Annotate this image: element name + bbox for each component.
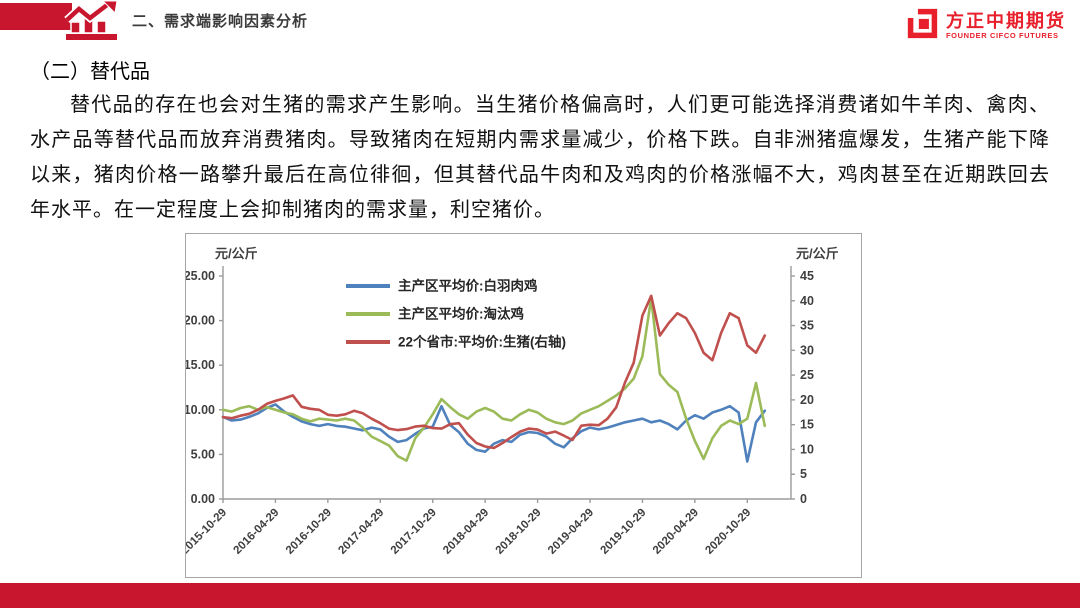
logo-text-en: FOUNDER CIFCO FUTURES [946,31,1059,40]
left-axis-tick-label: 15.00 [186,358,215,372]
right-axis-tick-label: 15 [800,418,814,432]
x-axis-tick-label: 2017-04-29 [336,507,386,557]
x-axis-tick-label: 2018-04-29 [441,507,491,557]
price-chart-container: 25.00 20.00 15.00 10.00 5.00 0.00 45 40 35 30 25 20… [179,233,862,578]
x-axis-tick-label: 2017-10-29 [389,507,439,557]
right-axis-tick-label: 20 [800,393,814,407]
substitutes-price-line-chart: 25.00 20.00 15.00 10.00 5.00 0.00 45 40 35 30 25 20… [179,246,839,557]
left-axis-tick-label: 25.00 [186,269,215,283]
page-title: 二、需求端影响因素分析 [132,13,309,30]
series-line-1 [221,297,767,462]
left-axis-tick-label: 5.00 [191,447,215,461]
company-logo: 方正中期期货 FOUNDER CIFCO FUTURES [906,7,1066,45]
x-axis-tick-label: 2020-10-29 [703,507,753,557]
x-axis-tick-label: 2016-10-29 [284,507,334,557]
left-axis-tick-label: 0.00 [191,492,215,506]
bar-chart-arrow-icon [63,0,121,46]
footer-red-bar [0,583,1080,608]
logo-text-cn: 方正中期期货 [946,11,1066,31]
paragraph-line: 替代品的存在也会对生猪的需求产生影响。当生猪价格偏高时，人们更可能选择消费诸如牛… [70,94,1050,116]
x-axis-tick-label: 2016-04-29 [231,507,281,557]
legend-label-0: 主产区平均价:白羽肉鸡 [398,278,538,294]
right-axis-tick-label: 10 [800,442,814,456]
x-axis-tick-label: 2019-10-29 [598,507,648,557]
slide-header: 二、需求端影响因素分析 方正中期期货 FOUNDER CIFCO FUTURES [0,0,1080,44]
right-axis-tick-label: 0 [800,492,807,506]
left-axis-title: 元/公斤 [215,246,258,261]
x-axis-tick-label: 2018-10-29 [494,507,544,557]
paragraph-line: 以来，猪肉价格一路攀升最后在高位徘徊，但其替代品牛肉和及鸡肉的价格涨幅不大，鸡肉… [30,164,1050,186]
founder-logo-icon [906,7,939,45]
right-axis-tick-label: 40 [800,294,814,308]
series-line-0 [221,403,767,463]
x-axis-tick-label: 2015-10-29 [186,507,229,557]
right-axis-tick-label: 35 [800,319,814,333]
legend-label-2: 22个省市:平均价:生猪(右轴) [398,334,566,350]
paragraph-line: 年水平。在一定程度上会抑制猪肉的需求量，利空猪价。 [30,199,555,221]
x-axis-tick-label: 2019-04-29 [546,507,596,557]
x-axis-tick-label: 2020-04-29 [651,507,701,557]
right-axis-tick-label: 45 [800,269,814,283]
left-axis-tick-label: 10.00 [186,403,215,417]
right-axis-tick-label: 5 [800,467,807,481]
section-heading: （二）替代品 [30,61,150,83]
header-red-block [0,3,72,30]
right-axis-tick-label: 30 [800,343,814,357]
legend-label-1: 主产区平均价:淘汰鸡 [398,306,524,322]
right-axis-tick-label: 25 [800,368,814,382]
right-axis-title: 元/公斤 [796,246,839,261]
body-text: （二）替代品 替代品的存在也会对生猪的需求产生影响。当生猪价格偏高时，人们更可能… [30,56,1050,228]
paragraph-line: 水产品等替代品而放弃消费猪肉。导致猪肉在短期内需求量减少，价格下跌。自非洲猪瘟爆… [30,129,1050,151]
left-axis-tick-label: 20.00 [186,314,215,328]
series-line-2 [221,294,767,450]
